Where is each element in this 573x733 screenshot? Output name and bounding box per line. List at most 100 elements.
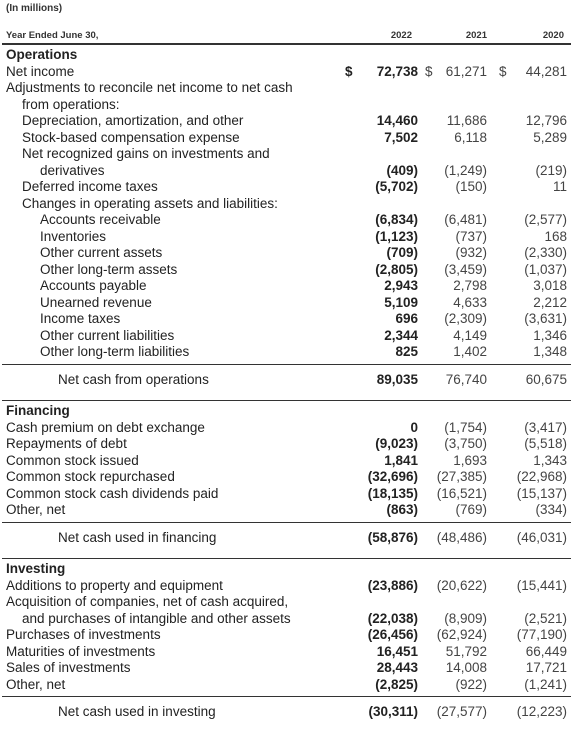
statement-row: Other current assets (709) (932) (2,330) — [0, 245, 573, 262]
row-label-common-stock-repurchased: Common stock repurchased — [6, 469, 175, 484]
row-label-net-income: Net income — [6, 63, 75, 79]
row-label-other-current-liabilities: Other current liabilities — [40, 327, 175, 343]
year-header-2020: 2020 — [542, 30, 564, 41]
value-2021: (1,754) — [444, 419, 487, 435]
statement-row: Other long-term liabilities 825 1,402 1,348 — [0, 344, 573, 361]
row-label-unearned-revenue: Unearned revenue — [40, 294, 152, 310]
row-label-accounts-receivable: Accounts receivable — [40, 212, 161, 227]
statement-row: Net income 72,738 61,271 44,281 $ $ $ — [0, 64, 573, 81]
value-2022: (32,696) — [367, 469, 418, 484]
value-2022: (22,038) — [367, 610, 418, 626]
value-2022: (6,834) — [375, 212, 418, 227]
operations-title: Operations — [6, 47, 78, 62]
statement-row: Income taxes 696 (2,309) (3,631) — [0, 311, 573, 328]
statement-row: Cash premium on debt exchange 0 (1,754) (3,… — [0, 420, 573, 437]
row-label-common-stock-issued: Common stock issued — [6, 452, 139, 468]
value-2022: (26,456) — [367, 627, 418, 642]
statement-row: Other long-term assets (2,805) (3,459) (1,0… — [0, 262, 573, 279]
value-2020: (2,330) — [524, 245, 567, 260]
value-2022: (1,123) — [375, 228, 418, 244]
statement-row: Other current liabilities 2,344 4,149 1,346 — [0, 328, 573, 345]
value-2021: (27,577) — [436, 704, 487, 719]
row-label-other-net: Other, net — [6, 502, 66, 517]
row-label-acquisition-of-companies-net-of-cash-acquired: Acquisition of companies, net of cash ac… — [6, 594, 289, 609]
value-2021: 61,271 — [445, 63, 487, 79]
value-2020: (2,577) — [524, 212, 567, 227]
value-2022: (18,135) — [367, 485, 418, 501]
financing-total-row: Net cash used in financing (58,876) (48,48… — [0, 530, 573, 547]
value-2021: 6,118 — [454, 129, 487, 145]
row-label-other-long-term-liabilities: Other long-term liabilities — [40, 344, 190, 359]
value-2021: 76,740 — [445, 371, 487, 387]
value-2020: (77,190) — [516, 627, 567, 642]
row-label-income-taxes: Income taxes — [40, 311, 121, 326]
dollar-sign-2021: $ — [425, 63, 433, 79]
value-2020: (2,521) — [524, 610, 567, 626]
row-label-maturities-of-investments: Maturities of investments — [6, 643, 156, 659]
operations-section-title: Operations — [0, 47, 573, 64]
row-label-other-net: Other, net — [6, 676, 66, 692]
statement-row: derivatives (409) (1,249) (219) — [0, 163, 573, 180]
value-2020: 44,281 — [525, 63, 567, 79]
value-2021: (150) — [455, 179, 487, 194]
statement-row: Accounts receivable (6,834) (6,481) (2,577) — [0, 212, 573, 229]
year-header-2021: 2021 — [465, 30, 487, 41]
row-label-common-stock-cash-dividends-paid: Common stock cash dividends paid — [6, 485, 219, 501]
dollar-sign-2022: $ — [345, 63, 353, 79]
value-2022: (58,876) — [367, 529, 418, 545]
statement-row: Additions to property and equipment (23,8… — [0, 578, 573, 595]
statement-row: Acquisition of companies, net of cash ac… — [0, 594, 573, 611]
value-2022: 2,344 — [384, 327, 418, 343]
header-rule — [2, 43, 571, 44]
statement-row: Other, net (863) (769) (334) — [0, 502, 573, 519]
investing-top-rule — [2, 558, 571, 559]
value-2020: 1,343 — [533, 452, 567, 468]
dollar-sign-2020: $ — [499, 63, 507, 79]
value-2020: (5,518) — [524, 436, 567, 451]
operations-top-rule — [2, 44, 571, 45]
value-2022: (2,805) — [375, 261, 418, 277]
value-2020: 168 — [544, 228, 567, 244]
year-header-label: Year Ended June 30, — [6, 30, 99, 41]
value-2022: 0 — [410, 419, 418, 435]
row-label-purchases-of-investments: Purchases of investments — [6, 627, 161, 642]
value-2020: 60,675 — [525, 371, 567, 387]
value-2022: (30,311) — [368, 704, 418, 719]
value-2021: 14,008 — [445, 660, 487, 675]
year-header-2022: 2022 — [390, 30, 412, 41]
value-2021: (3,459) — [444, 261, 487, 277]
value-2020: (1,037) — [524, 261, 567, 277]
value-2021: (6,481) — [444, 212, 487, 227]
operations-total-rule — [2, 363, 571, 365]
financing-title: Financing — [6, 403, 70, 418]
row-label-accounts-payable: Accounts payable — [40, 278, 147, 293]
row-label-and-purchases-of-intangible-and-other-assets: and purchases of intangible and other as… — [22, 610, 291, 626]
financing-total-label: Net cash used in financing — [58, 529, 217, 545]
value-2022: 7,502 — [384, 129, 418, 145]
statement-row: Purchases of investments (26,456) (62,924)… — [0, 627, 573, 644]
value-2020: (15,441) — [516, 577, 567, 593]
financing-total-rule — [2, 521, 571, 523]
value-2022: 72,738 — [376, 63, 418, 79]
value-2020: 2,212 — [533, 294, 567, 310]
value-2020: (219) — [535, 162, 567, 178]
value-2020: 5,289 — [533, 129, 567, 145]
value-2021: 4,633 — [453, 294, 487, 310]
financing-section-title: Financing — [0, 403, 573, 420]
value-2020: (12,223) — [516, 704, 567, 719]
value-2022: 14,460 — [376, 113, 418, 128]
value-2021: (16,521) — [436, 485, 487, 501]
value-2020: 11 — [552, 179, 567, 194]
value-2021: (1,249) — [444, 162, 487, 178]
value-2020: 66,449 — [525, 643, 567, 659]
value-2022: (2,825) — [375, 676, 418, 692]
value-2021: (922) — [455, 676, 487, 692]
financing-top-rule — [2, 400, 571, 401]
value-2022: (23,886) — [367, 577, 418, 593]
row-label-stock-based-compensation-expense: Stock-based compensation expense — [22, 129, 240, 145]
row-label-depreciation-amortization-and-other: Depreciation, amortization, and other — [22, 113, 244, 128]
row-label-repayments-of-debt: Repayments of debt — [6, 436, 127, 451]
value-2020: 17,721 — [525, 660, 567, 675]
value-2021: (3,750) — [444, 436, 487, 451]
